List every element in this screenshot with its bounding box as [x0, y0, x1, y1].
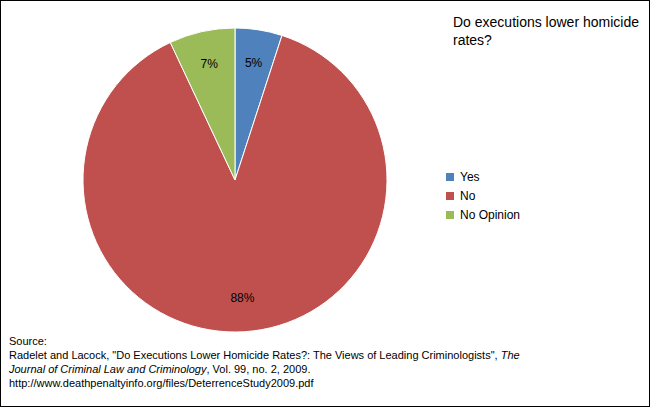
- html-text:No Opinion: No Opinion: [460, 207, 520, 222]
- svg-text:5%: 5%: [245, 56, 263, 70]
- html-text:Yes: Yes: [460, 169, 480, 184]
- html-text:Source:: Source:: [9, 335, 47, 347]
- svg-text:88%: 88%: [230, 291, 254, 305]
- svg-text:7%: 7%: [200, 57, 218, 71]
- html-text:No: No: [460, 188, 476, 203]
- html-text:Do executions lower homicide r: Do executions lower homicide rates?: [453, 14, 639, 48]
- html-text:Radelet and Lacock, "Do Execut: Radelet and Lacock, "Do Executions Lower…: [9, 349, 520, 389]
